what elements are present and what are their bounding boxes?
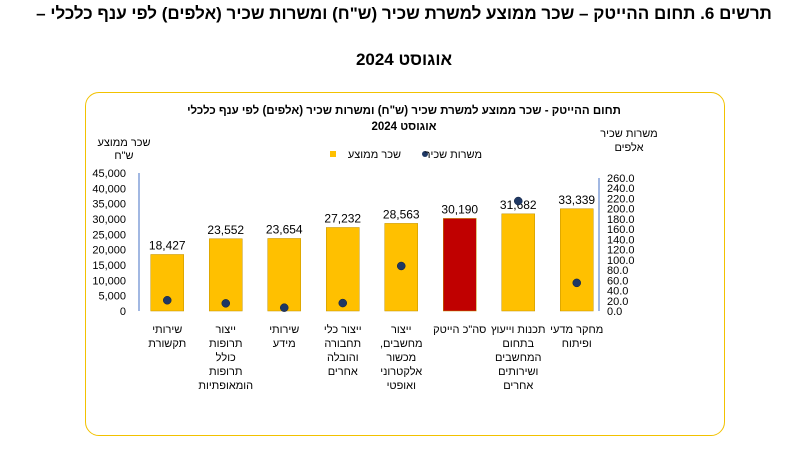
y-right-tick-label: 20.0 [607,296,628,308]
bar-wage [267,238,301,312]
y-right-tick-label: 160.0 [607,224,635,236]
legend: משרות שכיר שכר ממוצע [330,149,482,161]
page-title: תרשים 6. תחום ההייטק – שכר ממוצע למשרת ש… [36,4,772,23]
bars [150,208,594,312]
y-right-tick-label: 180.0 [607,214,635,226]
y-right-tick-label: 140.0 [607,234,635,246]
jobs-point [338,298,347,308]
jobs-point [280,303,289,312]
y-right-tick-label: 80.0 [607,265,628,277]
bar-value-label: 23,552 [207,223,244,237]
y-left-tick-label: 25,000 [92,229,126,241]
x-category-label: שירותי תקשורת [148,324,186,350]
y-axis-left: 45,000 40,000 35,000 30,000 25,000 20,000 15,0… [92,168,140,318]
bar-wage [560,208,594,312]
legend-marker-wage [330,151,336,157]
y-left-tick-label: 0 [120,306,126,318]
jobs-point [514,196,523,206]
x-category-label: ייצור כלי תחבורה והובלה אחרים [324,323,362,378]
y-right-tick-label: 120.0 [607,245,635,257]
bar-wage [443,218,477,312]
y-axis-right: 260.0240.0220.0200.0180.0160.0140.0120.0… [598,173,635,318]
y-right-tick-label: 200.0 [607,204,635,216]
chart-title: תחום ההייטק - שכר ממוצע למשרת שכיר (ש"ח)… [187,104,621,117]
x-category-label: תכנות וייעוץ בתחום המחשבים ושירותים אחרים [491,324,546,392]
bar-value-label: 23,654 [266,222,303,236]
y-left-label-line2: ש"ח [114,150,133,162]
y-left-tick-label: 45,000 [92,168,126,180]
y-left-tick-label: 30,000 [92,214,126,226]
x-axis-labels: שירותי תקשורת ייצור תרופות כולל תרופות הומאופת… [148,323,603,392]
x-category-label: מחקר מדעי ופיתוח [550,324,603,350]
x-category-label: סה"כ הייטק [433,324,486,336]
y-right-tick-label: 40.0 [607,286,628,298]
bar-wage [209,238,243,312]
y-right-tick-label: 260.0 [607,173,635,185]
chart-frame: תחום ההייטק - שכר ממוצע למשרת שכיר (ש"ח)… [85,92,725,436]
bar-wage [384,223,418,312]
y-right-tick-label: 0.0 [607,306,622,318]
bar-wage [326,227,360,312]
legend-label-wage: שכר ממוצע [348,149,401,161]
bar-wage [501,213,535,312]
y-left-label-line1: שכר ממוצע [97,137,150,149]
page-subtitle: אוגוסט 2024 [355,50,453,69]
y-left-tick-label: 10,000 [92,275,126,287]
y-right-label-line1: משרות שכיר [600,128,657,140]
jobs-markers [163,196,581,312]
y-right-tick-label: 100.0 [607,255,635,267]
y-left-tick-label: 35,000 [92,199,126,211]
legend-marker-jobs [422,151,428,157]
y-right-tick-label: 240.0 [607,183,635,195]
jobs-point [221,299,230,308]
x-category-label: ייצור תרופות כולל תרופות הומאופתיות [198,324,253,392]
bar-value-label: 28,563 [383,207,420,221]
y-left-tick-label: 40,000 [92,183,126,195]
y-right-label-line2: אלפים [614,141,643,154]
bar-value-label: 18,427 [149,238,186,252]
chart-subtitle: אוגוסט 2024 [371,121,436,133]
y-left-tick-label: 20,000 [92,245,126,257]
jobs-point [397,261,406,271]
y-right-tick-label: 220.0 [607,193,635,205]
chart-svg: תחום ההייטק - שכר ממוצע למשרת שכיר (ש"ח)… [92,104,657,392]
legend-label-jobs: משרות שכיר [425,149,482,161]
jobs-point [572,278,581,288]
jobs-point [163,296,172,305]
bar-value-label: 30,190 [441,202,478,216]
y-left-tick-label: 15,000 [92,260,126,272]
bar-value-label: 33,339 [558,193,595,207]
x-category-label: ייצור מחשבים, מכשור אלקטרוני ואופטי [380,324,423,392]
x-category-label: שירותי מידע [269,324,299,350]
y-right-tick-label: 60.0 [607,275,628,287]
bar-value-label: 27,232 [324,211,361,225]
y-left-tick-label: 5,000 [98,291,126,303]
